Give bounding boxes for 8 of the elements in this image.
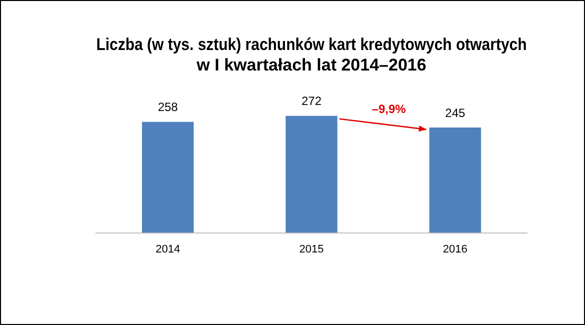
annotation: –9,9% (372, 102, 406, 116)
x-tick-label: 2015 (299, 243, 324, 256)
data-label: 258 (158, 100, 178, 114)
data-label: 272 (301, 94, 322, 108)
data-label: 245 (445, 106, 466, 120)
x-tick-label: 2014 (156, 243, 180, 256)
chart-title: Liczba (w tys. sztuk) rachunków kart kredytowych otwartych w I kwartałach lat 2014–2016 (96, 35, 527, 74)
x-tick-label: 2016 (442, 243, 468, 256)
